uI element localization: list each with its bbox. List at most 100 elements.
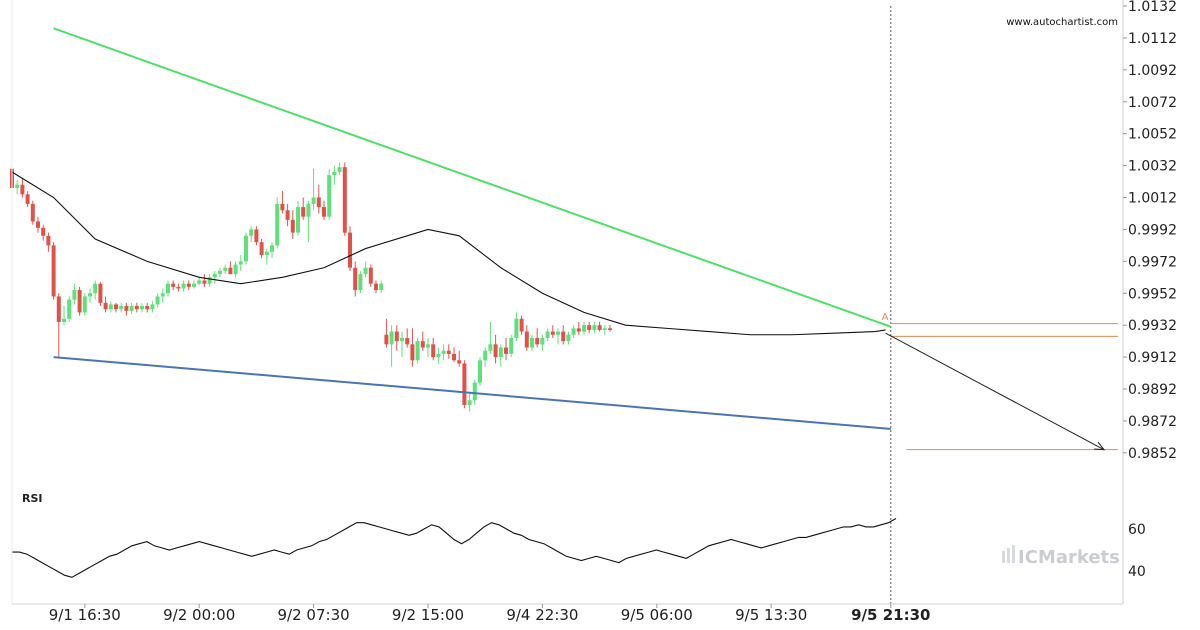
candle-body	[566, 334, 571, 342]
candle-body	[311, 197, 316, 204]
candle-body	[124, 306, 129, 311]
x-tick-label: 9/5 21:30	[851, 606, 930, 624]
candle-body	[207, 277, 212, 284]
candle-body	[358, 274, 363, 291]
x-tick-label: 9/1 16:30	[49, 606, 121, 624]
candle-body	[431, 344, 436, 358]
candle-body	[290, 219, 295, 233]
candle-body	[25, 194, 30, 204]
resistance-line	[53, 27, 892, 328]
candle-body	[62, 318, 66, 322]
support-line	[53, 356, 891, 430]
y-tick-label: 1.0092	[1128, 63, 1177, 79]
y-tick-label: 1.0132	[1128, 0, 1177, 15]
candle-body	[405, 337, 410, 345]
candle-body	[119, 306, 124, 310]
candle-body	[103, 302, 108, 310]
candle-body	[561, 331, 566, 342]
brand-text: ICMarkets	[1018, 547, 1120, 568]
pattern-marker-label: A	[882, 312, 889, 323]
rsi-label: RSI	[22, 492, 43, 505]
candle-body	[197, 280, 202, 284]
candle-body	[504, 347, 508, 354]
candle-body	[545, 331, 550, 338]
price-panel: A	[10, 27, 1118, 451]
candle-body	[472, 382, 477, 401]
x-tick-label: 9/5 13:30	[735, 606, 807, 624]
candle-body	[368, 267, 373, 284]
candle-body	[212, 274, 217, 278]
candle-body	[426, 344, 430, 348]
candle-body	[98, 283, 103, 303]
candle-body	[36, 221, 40, 228]
candle-body	[327, 175, 332, 217]
candle-body	[478, 360, 482, 383]
candle-body	[446, 350, 451, 354]
candle-body	[530, 337, 534, 348]
candle-body	[218, 270, 222, 275]
x-tick-label: 9/2 15:00	[392, 606, 464, 624]
x-tick-label: 9/5 06:00	[621, 606, 693, 624]
candle-body	[93, 283, 98, 294]
candle-body	[467, 400, 472, 405]
y-tick-label: 0.9852	[1128, 446, 1177, 462]
candle-body	[301, 207, 306, 217]
candle-body	[88, 293, 92, 297]
brand-logo: ICMarkets	[1002, 545, 1120, 568]
candle-body	[556, 331, 560, 335]
candle-body	[108, 304, 113, 310]
y-tick-label: 0.9872	[1128, 414, 1177, 430]
candle-body	[296, 207, 300, 233]
candle-body	[249, 229, 254, 236]
candle-body	[353, 267, 358, 291]
y-tick-label: 0.9892	[1128, 382, 1177, 398]
candle-body	[270, 245, 274, 252]
rsi-panel	[12, 518, 897, 578]
candle-body	[550, 331, 555, 335]
candle-body	[41, 227, 46, 236]
candle-body	[114, 304, 118, 310]
candle-body	[129, 306, 134, 311]
candle-body	[186, 283, 191, 287]
candle-body	[332, 171, 337, 176]
candle-body	[140, 306, 144, 310]
y-tick-label: 1.0012	[1128, 191, 1177, 207]
y-tick-label: 1.0072	[1128, 95, 1177, 111]
candle-body	[379, 283, 384, 291]
candle-body	[374, 283, 378, 291]
candle-body	[348, 232, 352, 268]
candle-body	[509, 337, 514, 354]
y-tick-label: 1.0052	[1128, 127, 1177, 143]
y-tick-label: 1.0112	[1128, 31, 1177, 47]
x-tick-label: 9/2 07:30	[278, 606, 350, 624]
candle-body	[56, 296, 61, 322]
candle-body	[259, 242, 264, 255]
candle-body	[192, 283, 196, 287]
candle-body	[394, 331, 399, 342]
candle-body	[608, 328, 612, 330]
x-tick-label: 9/4 22:30	[506, 606, 578, 624]
candle-body	[275, 203, 280, 246]
candle-body	[285, 210, 290, 220]
candle-body	[316, 197, 321, 208]
candle-body	[384, 334, 389, 345]
candle-body	[176, 286, 181, 289]
candle-body	[582, 325, 586, 332]
candle-body	[514, 318, 519, 338]
candle-body	[77, 290, 82, 313]
candle-body	[223, 267, 228, 271]
candle-body	[540, 337, 545, 345]
candle-body	[488, 344, 493, 351]
candle-body	[67, 299, 72, 319]
candle-body	[134, 306, 139, 310]
rsi-tick-label: 60	[1128, 522, 1146, 538]
candle-body	[535, 337, 540, 345]
candle-body	[145, 306, 150, 310]
candle-body	[160, 293, 165, 297]
candle-body	[20, 184, 25, 195]
candle-body	[254, 229, 259, 243]
candle-body	[30, 203, 35, 222]
candle-body	[306, 203, 311, 217]
y-tick-label: 0.9972	[1128, 254, 1177, 270]
